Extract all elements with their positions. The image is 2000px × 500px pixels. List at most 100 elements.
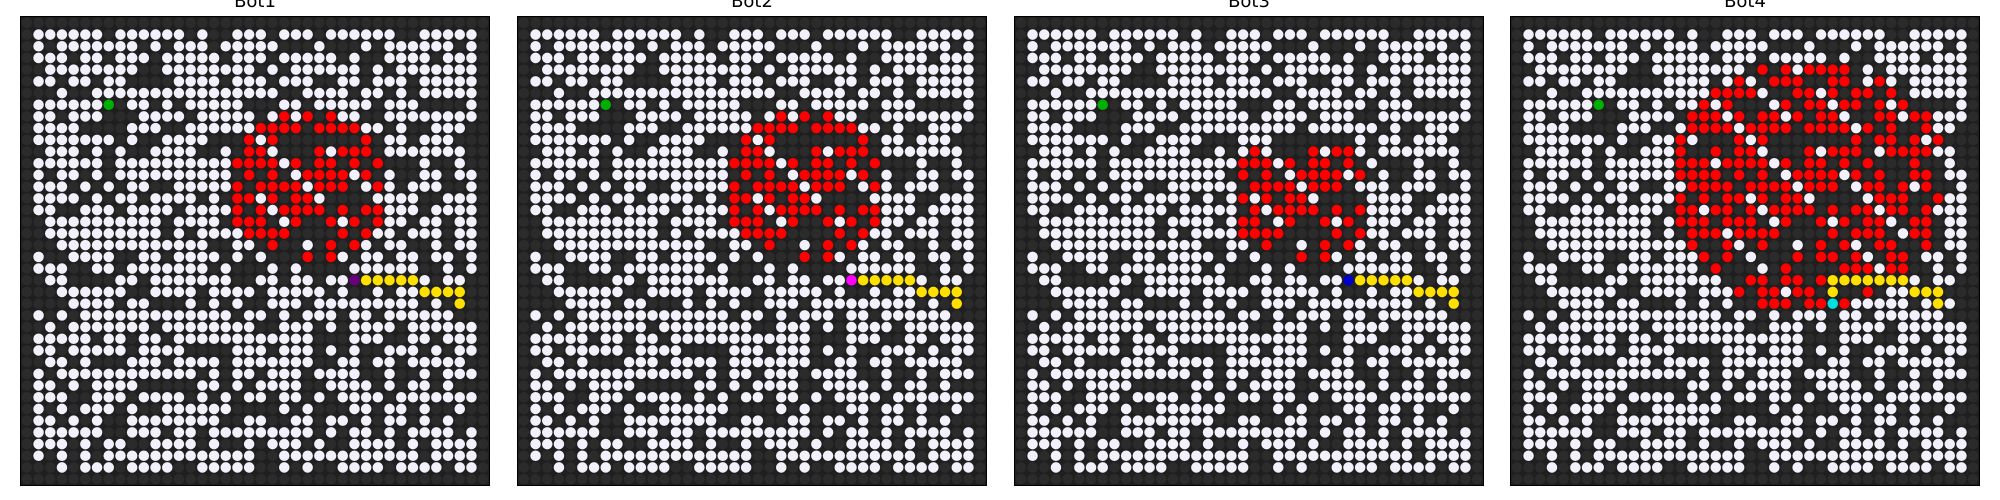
open-cell xyxy=(1062,29,1073,40)
blocked-cell xyxy=(1768,64,1780,75)
blocked-cell xyxy=(44,310,56,321)
open-cell xyxy=(951,345,963,356)
open-cell xyxy=(787,450,799,462)
blocked-cell xyxy=(68,391,79,403)
blocked-cell xyxy=(44,169,56,181)
open-cell xyxy=(647,87,658,99)
open-cell xyxy=(822,146,834,157)
blocked-cell xyxy=(811,111,822,122)
open-cell xyxy=(916,368,927,380)
blocked-cell xyxy=(974,368,986,380)
open-cell xyxy=(419,310,430,321)
open-cell xyxy=(752,356,764,368)
blocked-cell xyxy=(278,146,290,157)
open-cell xyxy=(314,64,325,75)
open-cell xyxy=(565,122,576,134)
blocked-cell xyxy=(466,380,477,391)
open-cell xyxy=(278,450,290,462)
open-cell xyxy=(787,380,799,391)
open-cell xyxy=(1179,40,1190,52)
open-cell xyxy=(1401,40,1413,52)
blocked-cell xyxy=(21,473,33,485)
blocked-cell xyxy=(1038,310,1050,321)
open-cell xyxy=(904,228,916,239)
open-cell xyxy=(372,193,384,204)
open-cell xyxy=(431,356,442,368)
blocked-cell xyxy=(1308,380,1319,391)
open-cell xyxy=(314,52,325,64)
open-cell xyxy=(208,64,220,75)
blocked-cell xyxy=(892,181,904,192)
open-cell xyxy=(904,321,916,333)
open-cell xyxy=(243,52,255,64)
blocked-cell xyxy=(1628,17,1640,29)
blocked-cell xyxy=(349,251,360,263)
blocked-cell xyxy=(1296,368,1307,380)
blocked-cell xyxy=(869,415,881,426)
blocked-cell xyxy=(44,40,56,52)
blocked-cell xyxy=(974,146,986,157)
open-cell xyxy=(647,462,658,473)
open-cell xyxy=(395,450,407,462)
open-cell xyxy=(232,228,243,239)
open-cell xyxy=(787,111,799,122)
blocked-cell xyxy=(892,473,904,485)
open-cell xyxy=(1308,193,1319,204)
blocked-cell xyxy=(80,169,91,181)
blocked-cell xyxy=(1038,169,1050,181)
open-cell xyxy=(647,239,658,251)
open-cell xyxy=(349,310,360,321)
blocked-cell xyxy=(1191,438,1202,450)
blocked-cell xyxy=(752,263,764,274)
blocked-cell xyxy=(68,450,79,462)
open-cell xyxy=(928,64,939,75)
open-cell xyxy=(384,228,395,239)
open-cell xyxy=(846,391,857,403)
blocked-cell xyxy=(1015,298,1027,309)
blocked-cell xyxy=(1389,17,1401,29)
open-cell xyxy=(1085,391,1097,403)
open-cell xyxy=(290,438,302,450)
open-cell xyxy=(68,169,79,181)
blocked-cell xyxy=(1366,52,1378,64)
blocked-cell xyxy=(565,450,576,462)
blocked-cell xyxy=(1413,239,1424,251)
blocked-cell xyxy=(161,473,173,485)
blocked-cell xyxy=(717,356,729,368)
blocked-cell xyxy=(974,228,986,239)
blocked-cell xyxy=(1448,427,1460,438)
open-cell xyxy=(869,251,881,263)
open-cell xyxy=(1261,40,1272,52)
blocked-cell xyxy=(635,134,647,146)
fire-cell xyxy=(232,157,243,169)
open-cell xyxy=(752,415,764,426)
open-cell xyxy=(670,228,682,239)
fire-cell xyxy=(349,122,360,134)
blocked-cell xyxy=(1570,17,1581,29)
open-cell xyxy=(658,204,670,216)
open-cell xyxy=(1354,438,1366,450)
open-cell xyxy=(939,111,951,122)
blocked-cell xyxy=(658,427,670,438)
blocked-cell xyxy=(395,157,407,169)
open-cell xyxy=(694,333,705,345)
open-cell xyxy=(1413,134,1424,146)
open-cell xyxy=(1214,274,1226,286)
blocked-cell xyxy=(349,87,360,99)
open-cell xyxy=(80,450,91,462)
blocked-cell xyxy=(161,333,173,345)
open-cell xyxy=(1436,87,1448,99)
open-cell xyxy=(255,380,267,391)
fire-cell xyxy=(857,169,869,181)
open-cell xyxy=(302,403,313,415)
blocked-cell xyxy=(974,415,986,426)
open-cell xyxy=(126,157,138,169)
blocked-cell xyxy=(1827,40,1839,52)
blocked-cell xyxy=(372,134,384,146)
open-cell xyxy=(68,134,79,146)
open-cell xyxy=(892,403,904,415)
open-cell xyxy=(91,146,103,157)
open-cell xyxy=(454,438,466,450)
blocked-cell xyxy=(1757,17,1768,29)
blocked-cell xyxy=(267,52,278,64)
